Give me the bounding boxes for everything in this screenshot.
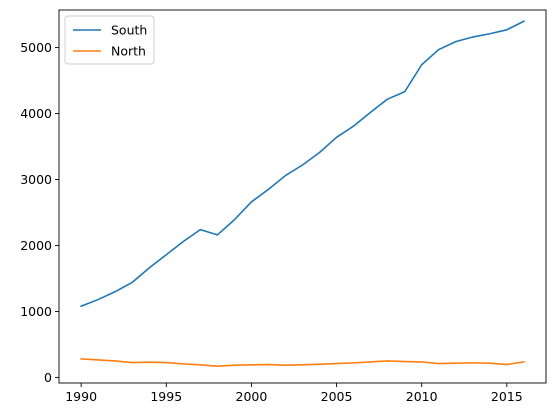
y-tick-label: 1000	[20, 304, 52, 319]
series-lines	[80, 20, 525, 367]
series-line-south	[80, 20, 525, 308]
y-axis: 0 1000 2000 3000 4000 5000	[20, 40, 59, 385]
x-tick-label: 2015	[491, 389, 523, 404]
x-tick-label: 2010	[406, 389, 438, 404]
legend-label-south: South	[111, 23, 147, 38]
legend: South North	[64, 15, 155, 65]
y-tick-label: 4000	[20, 106, 52, 121]
x-tick-label: 1990	[65, 389, 97, 404]
x-tick-label: 2005	[321, 389, 353, 404]
plot-frame	[58, 9, 547, 384]
x-tick-label: 1995	[150, 389, 182, 404]
x-tick-label: 2000	[236, 389, 268, 404]
x-axis: 1990 1995 2000 2005 2010 2015	[65, 383, 523, 404]
legend-label-north: North	[111, 44, 146, 59]
y-tick-label: 2000	[20, 238, 52, 253]
series-line-north	[80, 358, 525, 367]
y-tick-label: 3000	[20, 172, 52, 187]
y-tick-label: 5000	[20, 40, 52, 55]
y-tick-label: 0	[44, 370, 52, 385]
legend-box	[64, 15, 155, 65]
